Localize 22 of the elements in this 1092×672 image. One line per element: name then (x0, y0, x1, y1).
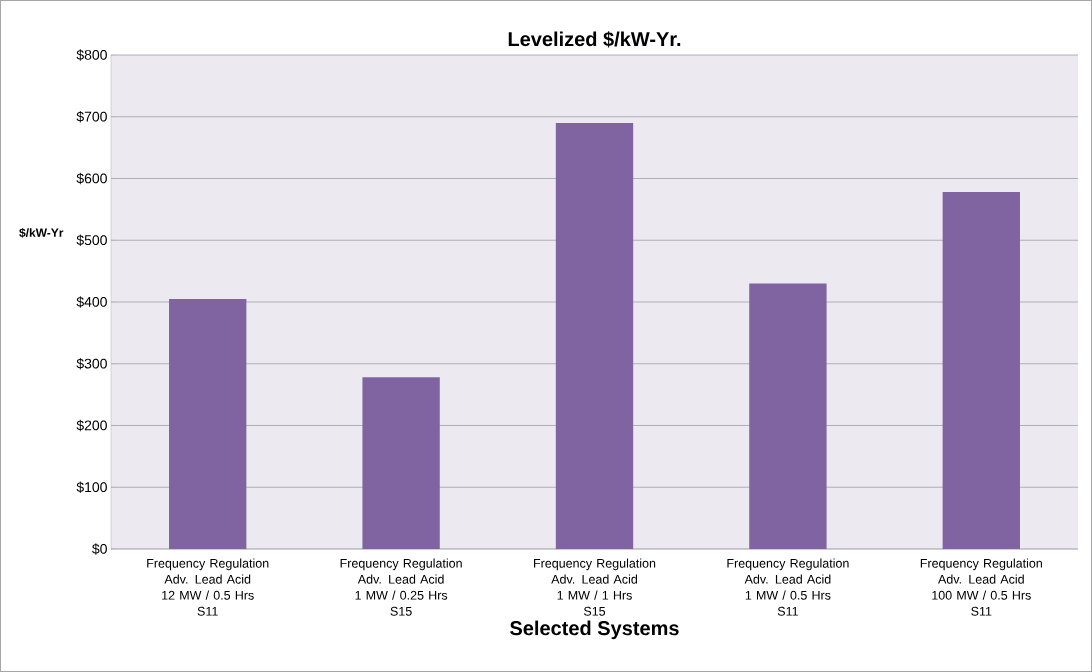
y-tick-label: $400 (76, 296, 107, 308)
x-tick-label: Frequency Regulation Adv. Lead Acid 1 MW / 0.5 Hrs S11 (727, 558, 849, 616)
y-tick-label: $300 (76, 358, 107, 370)
bar (169, 298, 247, 549)
chart-title: Levelized $/kW-Yr. (508, 31, 681, 48)
y-tick-label: $200 (76, 419, 107, 432)
y-tick-label: $500 (76, 234, 107, 246)
bar (942, 192, 1020, 549)
y-tick-label: $700 (76, 111, 107, 123)
x-axis-title: Selected Systems (510, 620, 679, 640)
bar (555, 122, 634, 549)
bar (749, 283, 827, 549)
y-tick-label: $0 (92, 543, 107, 555)
y-axis-title: $/kW-Yr (19, 227, 64, 238)
y-tick-label: $600 (76, 172, 107, 185)
x-tick-label: Frequency Regulation Adv. Lead Acid 12 MW / 0.5 Hrs S11 (147, 558, 269, 616)
x-tick-label: Frequency Regulation Adv. Lead Acid 100 MW / 0.5 Hrs S11 (920, 558, 1042, 616)
x-tick-label: Frequency Regulation Adv. Lead Acid 1 MW / 0.25 Hrs S15 (340, 558, 462, 616)
y-tick-label: $100 (76, 481, 107, 493)
bar (362, 377, 440, 549)
y-tick-label: $800 (76, 49, 107, 61)
x-tick-label: Frequency Regulation Adv. Lead Acid 1 MW / 1 Hrs S15 (534, 558, 656, 616)
